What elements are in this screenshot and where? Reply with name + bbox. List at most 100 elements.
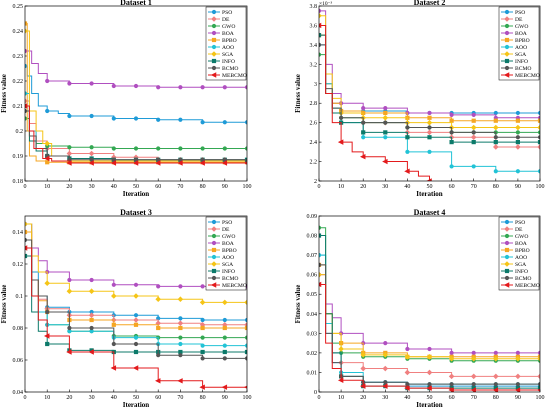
data-point <box>515 373 521 380</box>
y-tick-label: 3 <box>314 82 317 88</box>
data-point <box>448 355 455 362</box>
y-tick-label: 0.06 <box>13 358 24 364</box>
legend-marker <box>211 240 217 246</box>
data-point <box>337 139 344 145</box>
legend-marker <box>211 58 217 64</box>
data-point <box>470 373 477 380</box>
data-point <box>110 365 117 371</box>
y-tick-label: 0.25 <box>13 4 24 10</box>
y-tick-label: 0.09 <box>307 214 318 220</box>
legend-label: MEBCMO <box>515 283 540 289</box>
data-point <box>471 164 476 169</box>
data-point <box>200 157 205 162</box>
data-point <box>515 169 521 174</box>
legend-marker <box>503 282 510 288</box>
data-point <box>133 349 139 355</box>
data-point <box>360 383 366 389</box>
series-group <box>319 8 540 181</box>
data-point <box>155 160 161 166</box>
y-tick-label: 0.04 <box>13 390 24 396</box>
x-tick-label: 90 <box>222 395 228 401</box>
data-point <box>110 160 117 166</box>
legend-marker <box>211 23 217 29</box>
data-point <box>537 115 540 120</box>
legend-marker <box>210 282 217 288</box>
x-tick-label: 0 <box>318 395 321 401</box>
data-point <box>427 382 432 387</box>
data-point <box>178 85 183 90</box>
legend-label: BPBO <box>222 248 237 254</box>
data-point <box>200 335 205 340</box>
data-point <box>405 125 410 130</box>
data-point <box>319 253 322 258</box>
legend-label: SGA <box>515 262 526 268</box>
x-tick-label: 80 <box>493 395 499 401</box>
x-tick-label: 10 <box>338 184 344 190</box>
data-point <box>178 117 183 122</box>
data-point <box>493 350 498 355</box>
series-group <box>319 225 540 392</box>
data-point <box>67 81 72 86</box>
y-tick-label: 0.2 <box>16 129 24 135</box>
data-point <box>89 157 94 162</box>
data-point <box>199 299 206 306</box>
data-point <box>537 130 540 135</box>
data-point <box>222 299 228 306</box>
data-point <box>493 169 498 174</box>
data-point <box>537 169 540 174</box>
legend-marker <box>504 247 510 253</box>
data-point <box>449 112 454 117</box>
legend-label: SGA <box>515 52 526 58</box>
legend-marker <box>504 268 510 274</box>
data-point <box>155 378 161 384</box>
data-point <box>405 149 410 154</box>
data-point <box>537 144 540 150</box>
legend-label: INFO <box>515 59 528 65</box>
data-point <box>515 110 521 116</box>
legend-label: BOA <box>222 31 234 37</box>
y-tick-label: 0.12 <box>13 262 24 268</box>
data-point <box>319 225 322 230</box>
chart-title: Dataset 3 <box>120 208 152 217</box>
axes-frame <box>24 215 248 393</box>
x-tick-label: 40 <box>111 395 117 401</box>
data-point <box>405 382 410 387</box>
y-tick-label: 2.8 <box>310 101 318 107</box>
legend-label: INFO <box>222 269 235 275</box>
legend-marker <box>504 233 510 239</box>
legend-label: MEBCMO <box>515 73 540 79</box>
x-tick-label: 50 <box>427 184 433 190</box>
data-point <box>89 113 94 119</box>
data-point <box>383 120 388 125</box>
data-point <box>221 384 228 390</box>
legend-marker <box>504 65 510 71</box>
legend-marker <box>504 16 510 22</box>
data-point <box>404 385 410 391</box>
x-tick-label: 60 <box>155 184 161 190</box>
data-point <box>537 350 540 355</box>
data-point <box>361 135 366 140</box>
legend-marker <box>211 247 217 253</box>
data-point <box>427 135 432 140</box>
data-point <box>426 385 432 391</box>
data-point <box>493 373 499 380</box>
y-tick-label: 3.2 <box>310 62 318 68</box>
data-point <box>492 387 499 392</box>
legend-label: BCMO <box>222 276 238 282</box>
data-point <box>449 382 454 387</box>
data-point <box>67 325 72 331</box>
series-line-bcmo <box>319 264 540 385</box>
x-tick-label: 0 <box>24 184 27 190</box>
data-point <box>383 341 388 346</box>
data-point <box>89 325 94 331</box>
data-point <box>537 118 540 123</box>
y-tick-label: 0.08 <box>307 234 318 240</box>
legend-marker <box>504 226 510 232</box>
data-point <box>515 144 521 150</box>
data-point <box>319 233 322 238</box>
series-line-mebcmo <box>25 105 247 164</box>
data-point <box>222 157 227 162</box>
data-point <box>25 91 28 96</box>
data-point <box>244 322 247 328</box>
data-point <box>89 81 94 86</box>
